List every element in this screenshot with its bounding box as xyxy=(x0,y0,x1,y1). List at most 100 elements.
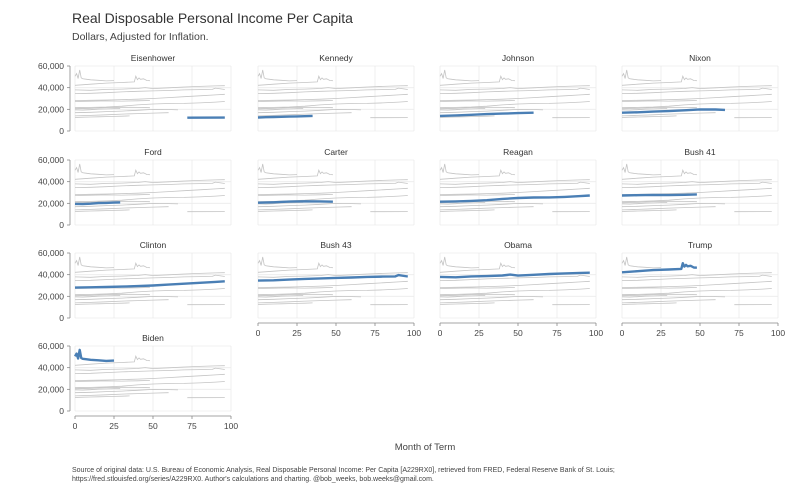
background-line-clinton xyxy=(257,187,408,195)
y-tick-label: 40,000 xyxy=(38,363,64,373)
background-line-bush-43 xyxy=(74,274,225,281)
background-line-bush-43 xyxy=(439,181,590,188)
x-tick-label: 0 xyxy=(256,328,261,338)
background-line-johnson xyxy=(621,112,716,117)
panel-obama: Obama 0 25 50 75 100 xyxy=(438,240,604,338)
background-line-carter xyxy=(439,293,515,297)
background-line-carter xyxy=(257,293,333,297)
background-line-nixon xyxy=(74,108,179,114)
background-line-bush-43 xyxy=(439,274,590,281)
background-line-carter xyxy=(621,200,697,204)
background-line-reagan xyxy=(621,288,772,296)
panel-ford: Ford 0 20,000 40,000 60,000 xyxy=(38,147,232,230)
background-line-johnson xyxy=(439,206,534,211)
background-line-clinton xyxy=(439,93,590,101)
y-tick-label: 60,000 xyxy=(38,155,64,165)
background-line-clinton xyxy=(439,187,590,195)
background-line-biden xyxy=(257,256,298,269)
background-line-biden xyxy=(621,163,662,176)
background-line-carter xyxy=(74,106,150,110)
panel-johnson: Johnson xyxy=(439,53,597,132)
background-line-ford xyxy=(621,202,668,205)
highlight-line-reagan xyxy=(439,194,590,203)
background-line-nixon xyxy=(74,295,179,301)
background-line-kennedy xyxy=(621,209,677,212)
background-line-bush-41 xyxy=(257,194,333,196)
background-line-kennedy xyxy=(439,209,495,212)
background-line-ford xyxy=(257,108,304,111)
highlight-line-trump xyxy=(621,262,697,274)
background-line-trump xyxy=(74,355,150,366)
highlight-line-obama xyxy=(439,271,590,279)
y-tick-label: 20,000 xyxy=(38,198,64,208)
panel-bush-43: Bush 43 0 25 50 75 100 xyxy=(256,240,422,338)
x-tick-label: 50 xyxy=(513,328,523,338)
panel-kennedy: Kennedy xyxy=(257,53,415,132)
background-line-nixon xyxy=(257,202,362,208)
background-line-reagan xyxy=(621,101,772,109)
background-line-obama xyxy=(257,179,408,185)
background-line-reagan xyxy=(621,195,772,203)
panel-title: Eisenhower xyxy=(131,53,176,63)
background-line-nixon xyxy=(621,295,726,301)
background-line-johnson xyxy=(74,206,169,211)
chart-title: Real Disposable Personal Income Per Capi… xyxy=(72,10,353,26)
background-line-biden xyxy=(439,69,480,82)
highlight-line-carter xyxy=(257,200,333,204)
background-line-obama xyxy=(257,272,408,278)
background-line-bush-43 xyxy=(257,87,408,94)
background-line-trump xyxy=(74,75,150,86)
background-line-johnson xyxy=(74,299,169,304)
background-line-clinton xyxy=(439,280,590,288)
background-line-carter xyxy=(257,106,333,110)
background-line-johnson xyxy=(74,112,169,117)
y-tick-label: 60,000 xyxy=(38,61,64,71)
background-line-reagan xyxy=(439,101,590,109)
background-line-clinton xyxy=(621,280,772,288)
panel-title: Reagan xyxy=(503,147,533,157)
y-tick-label: 40,000 xyxy=(38,83,64,93)
panel-title: Obama xyxy=(504,240,532,250)
background-line-biden xyxy=(74,256,115,269)
panel-clinton: Clinton 0 20,000 40,000 60,000 xyxy=(38,240,232,323)
background-line-kennedy xyxy=(74,209,130,212)
background-line-ford xyxy=(621,295,668,298)
background-line-bush-41 xyxy=(257,100,333,102)
panel-title: Bush 43 xyxy=(320,240,351,250)
x-tick-label: 50 xyxy=(695,328,705,338)
background-line-trump xyxy=(74,169,150,180)
chart-subtitle: Dollars, Adjusted for Inflation. xyxy=(72,31,209,43)
background-line-kennedy xyxy=(621,115,677,118)
panel-title: Ford xyxy=(144,147,162,157)
background-line-carter xyxy=(439,106,515,110)
background-line-biden xyxy=(257,69,298,82)
highlight-line-biden xyxy=(73,348,115,363)
background-line-johnson xyxy=(621,206,716,211)
background-line-clinton xyxy=(74,187,225,195)
background-line-nixon xyxy=(439,295,544,301)
x-tick-label: 100 xyxy=(407,328,421,338)
background-line-bush-41 xyxy=(621,287,697,289)
highlight-line-bush-41 xyxy=(621,193,697,197)
background-line-obama xyxy=(621,85,772,91)
background-line-bush-43 xyxy=(439,87,590,94)
highlight-line-ford xyxy=(74,201,121,206)
x-tick-label: 25 xyxy=(656,328,666,338)
background-line-bush-41 xyxy=(439,287,515,289)
background-line-kennedy xyxy=(439,115,495,118)
background-line-kennedy xyxy=(74,302,130,305)
background-line-bush-41 xyxy=(439,194,515,196)
background-line-clinton xyxy=(257,93,408,101)
background-line-bush-41 xyxy=(257,287,333,289)
background-line-bush-41 xyxy=(621,100,697,102)
background-line-bush-41 xyxy=(74,380,150,382)
background-line-clinton xyxy=(621,187,772,195)
background-line-johnson xyxy=(257,206,352,211)
caption-line-1: Source of original data: U.S. Bureau of … xyxy=(72,467,615,474)
background-line-carter xyxy=(74,293,150,297)
highlight-line-nixon xyxy=(621,108,726,114)
background-line-ford xyxy=(74,388,121,391)
background-line-ford xyxy=(439,202,486,205)
background-line-biden xyxy=(257,163,298,176)
